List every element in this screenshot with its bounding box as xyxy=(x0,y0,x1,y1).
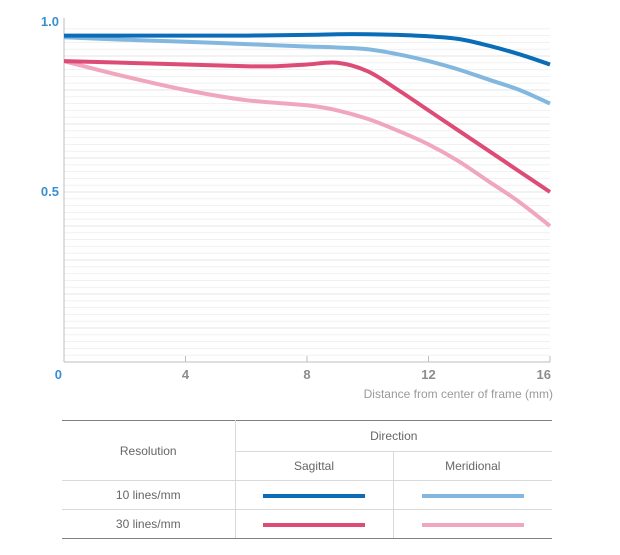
resolution-header: Resolution xyxy=(62,420,236,481)
resolution-direction-table: Resolution Direction Sagittal Meridional… xyxy=(62,420,553,539)
y-tick-label: 0.5 xyxy=(41,184,59,199)
swatch-cell-30-sagittal xyxy=(234,509,394,539)
series-line-10-sagittal xyxy=(63,32,551,67)
swatch-10-meridional xyxy=(421,493,524,498)
sagittal-header: Sagittal xyxy=(235,451,394,481)
swatch-10-sagittal xyxy=(263,493,365,498)
swatch-cell-10-meridional xyxy=(392,480,553,510)
chart-svg: 0 4 8 12 16 0.5 1.0 Distance from center of fra… xyxy=(41,14,553,401)
swatch-30-sagittal xyxy=(263,522,365,527)
series-line-30-sagittal xyxy=(63,59,552,194)
x-tick-label: 16 xyxy=(537,367,551,382)
swatch-cell-10-sagittal xyxy=(234,480,394,510)
meridional-header: Meridional xyxy=(392,451,553,481)
x-tick-label: 0 xyxy=(55,367,62,382)
series-line-10-meridional xyxy=(63,35,551,106)
y-tick-label: 1.0 xyxy=(41,14,59,29)
x-tick-label: 12 xyxy=(421,367,435,382)
swatch-30-meridional xyxy=(421,522,524,527)
series-line-30-meridional xyxy=(63,59,552,228)
row-10-lines-label: 10 lines/mm xyxy=(62,480,236,510)
mtf-chart: 0 4 8 12 16 0.5 1.0 Distance from center of fra… xyxy=(41,14,553,401)
swatch-cell-30-meridional xyxy=(392,509,553,539)
x-tick-label: 8 xyxy=(303,367,310,382)
x-axis-label: Distance from center of frame (mm) xyxy=(364,387,553,401)
row-30-lines-label: 30 lines/mm xyxy=(62,509,236,539)
direction-header: Direction xyxy=(234,420,553,452)
x-tick-label: 4 xyxy=(182,367,190,382)
legend-table: Resolution Direction Sagittal Meridional… xyxy=(62,420,553,540)
